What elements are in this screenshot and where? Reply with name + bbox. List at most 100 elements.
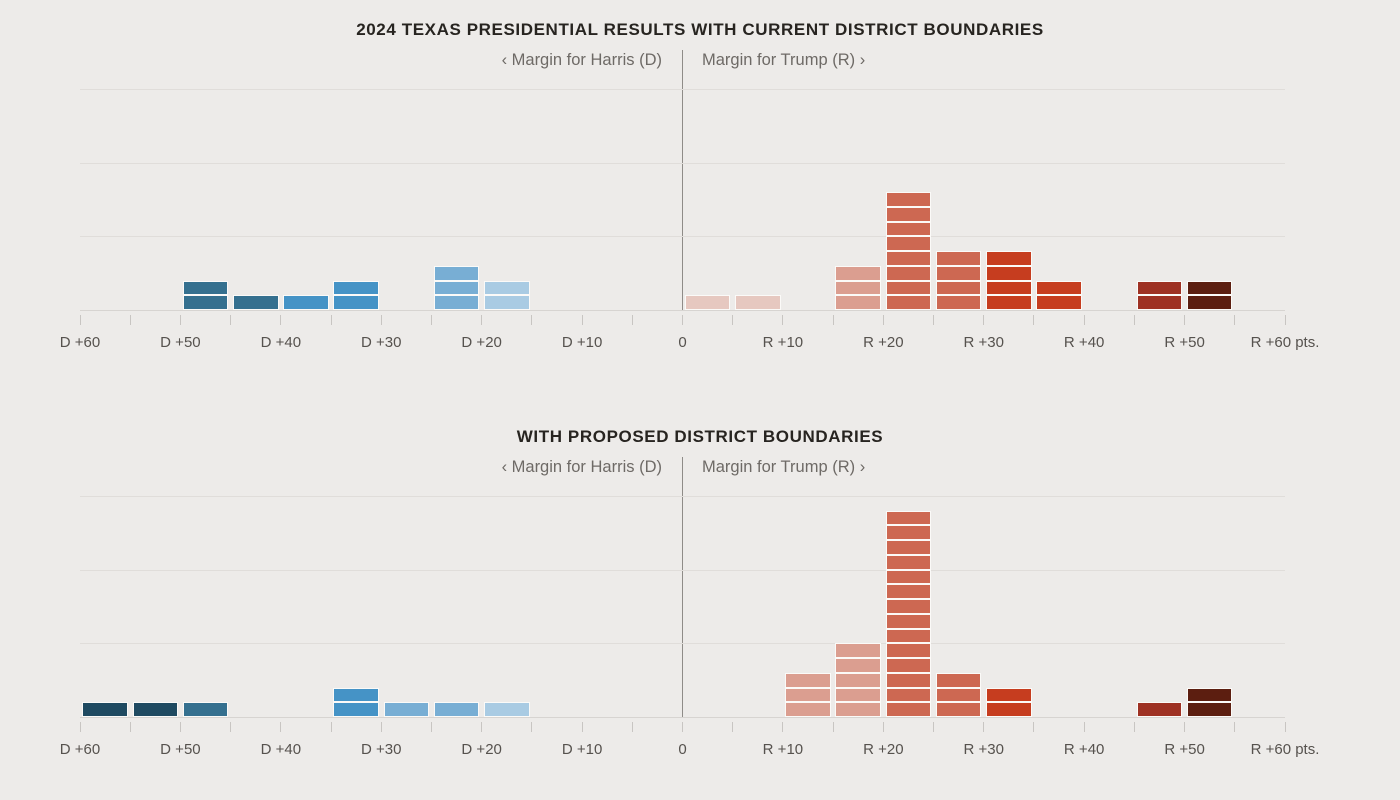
district-unit xyxy=(1186,280,1233,296)
axis-tick-label: D +40 xyxy=(260,334,302,351)
axis-tick xyxy=(1083,315,1085,325)
district-unit xyxy=(935,265,982,281)
chart-current-boundaries: 2024 TEXAS PRESIDENTIAL RESULTS WITH CUR… xyxy=(0,0,1400,393)
axis-tick-label: R +40 xyxy=(1063,334,1105,351)
axis-tick xyxy=(782,315,784,325)
district-unit xyxy=(785,672,831,688)
district-unit xyxy=(182,280,229,296)
district-unit xyxy=(835,672,882,688)
district-unit xyxy=(82,702,128,717)
district-stack xyxy=(433,265,480,310)
district-unit xyxy=(885,525,932,541)
district-stack xyxy=(785,672,831,717)
direction-labels: ‹ Margin for Harris (D) Margin for Trump… xyxy=(80,51,1285,75)
axis-tick-label: 0 xyxy=(678,741,687,758)
axis-tick xyxy=(1133,315,1135,325)
axis-tick xyxy=(1234,722,1236,732)
district-unit xyxy=(935,687,982,703)
district-stack xyxy=(1186,687,1233,717)
district-unit xyxy=(885,658,932,673)
chart-proposed-boundaries: WITH PROPOSED DISTRICT BOUNDARIES ‹ Marg… xyxy=(0,407,1400,800)
district-unit xyxy=(986,251,1032,266)
axis-tick xyxy=(581,315,583,325)
district-stack xyxy=(383,702,430,717)
axis-tick xyxy=(330,315,332,325)
axis-tick xyxy=(531,315,533,325)
district-unit xyxy=(885,569,932,585)
district-unit xyxy=(986,295,1032,310)
axis-tick-label: D +10 xyxy=(561,334,603,351)
district-unit xyxy=(433,280,480,296)
district-unit xyxy=(885,554,932,570)
district-unit xyxy=(1136,280,1183,296)
axis-tick xyxy=(280,722,282,732)
axis-tick-label: D +30 xyxy=(361,334,402,351)
axis-tick xyxy=(933,722,935,732)
district-unit xyxy=(483,280,530,296)
district-unit xyxy=(986,280,1032,296)
district-unit xyxy=(885,280,932,296)
district-stack xyxy=(935,672,982,717)
district-unit xyxy=(835,687,882,703)
axis-tick xyxy=(230,315,232,325)
axis-tick xyxy=(933,315,935,325)
axis-tick xyxy=(1083,722,1085,732)
gridline xyxy=(80,496,1285,497)
plot-area xyxy=(80,496,1285,718)
direction-labels: ‹ Margin for Harris (D) Margin for Trump… xyxy=(80,458,1285,482)
district-unit xyxy=(885,192,932,207)
district-stack xyxy=(483,280,530,310)
district-unit xyxy=(885,584,932,600)
district-stack xyxy=(132,702,179,717)
district-stack xyxy=(885,510,932,717)
district-stack xyxy=(1186,280,1233,310)
axis-tick-label: R +50 xyxy=(1164,334,1205,351)
axis-tick-label: R +10 xyxy=(762,741,804,758)
district-unit xyxy=(835,658,882,673)
district-unit xyxy=(182,295,229,310)
axis-tick xyxy=(1033,722,1035,732)
axis-tick-label: D +30 xyxy=(361,741,402,758)
axis-tick xyxy=(732,722,734,732)
district-stack xyxy=(333,687,379,717)
x-axis: D +60 D +50 D +40 D +30 D +20 D +10 0 R +10 R +2… xyxy=(60,717,1319,772)
district-stack xyxy=(1136,702,1183,717)
axis-tick xyxy=(832,722,834,732)
axis-tick-label: R +60 pts. xyxy=(1250,334,1320,351)
district-stack xyxy=(1036,280,1082,310)
axis-tick-label: D +50 xyxy=(160,334,201,351)
axis-tick xyxy=(79,315,81,325)
axis-tick xyxy=(682,722,683,732)
axis-tick xyxy=(1033,315,1035,325)
district-unit xyxy=(885,295,932,310)
district-stack xyxy=(986,251,1032,310)
district-unit xyxy=(885,628,932,644)
district-unit xyxy=(885,510,932,526)
chart-title: WITH PROPOSED DISTRICT BOUNDARIES xyxy=(516,427,884,446)
district-stack xyxy=(835,265,882,310)
axis-tick-label: R +40 xyxy=(1063,741,1105,758)
district-stack xyxy=(182,280,229,310)
district-unit xyxy=(1136,295,1183,310)
axis-tick-label: D +40 xyxy=(260,741,302,758)
district-stack xyxy=(283,295,329,310)
district-unit xyxy=(885,687,932,703)
x-axis: D +60 D +50 D +40 D +30 D +20 D +10 0 R +10 R +2… xyxy=(60,310,1319,365)
axis-tick-label: R +60 pts. xyxy=(1250,741,1320,758)
axis-tick xyxy=(832,315,834,325)
district-unit xyxy=(986,702,1032,717)
district-stack xyxy=(82,702,128,717)
district-stack xyxy=(684,295,731,310)
axis-tick xyxy=(129,722,131,732)
axis-tick xyxy=(882,722,884,732)
axis-tick xyxy=(581,722,583,732)
district-stack xyxy=(935,251,982,310)
district-unit xyxy=(333,295,379,310)
district-unit xyxy=(885,702,932,717)
harris-margin-label: ‹ Margin for Harris (D) xyxy=(501,458,662,476)
gridline xyxy=(80,236,1285,238)
district-unit xyxy=(1186,295,1233,310)
district-stack xyxy=(885,192,932,310)
plot-area xyxy=(80,89,1285,311)
gridline xyxy=(80,569,1285,571)
